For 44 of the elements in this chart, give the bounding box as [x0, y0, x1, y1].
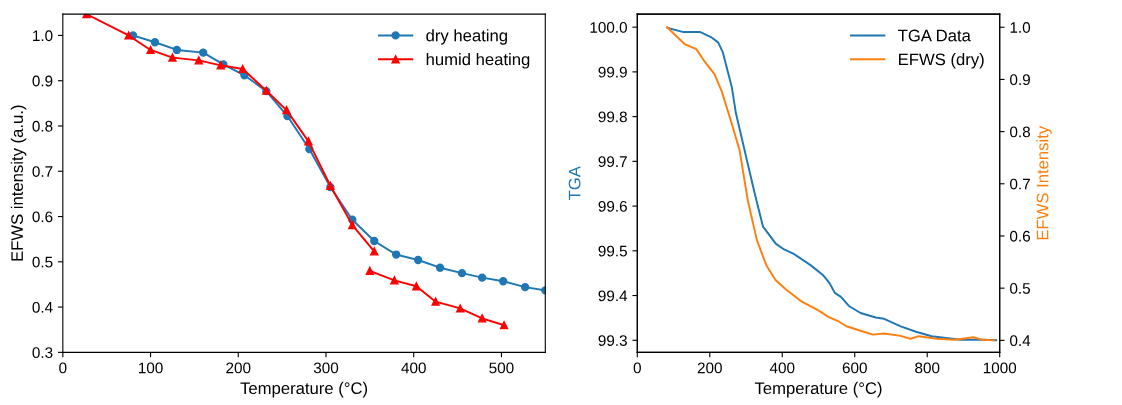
y-tick-label: 99.9: [598, 66, 627, 78]
legend-label: humid heating: [426, 53, 530, 69]
y-tick-label: 0.3: [32, 347, 53, 359]
legend-label: dry heating: [426, 29, 507, 45]
x-axis-title: Temperature (°C): [754, 381, 882, 398]
y-tick-label: 99.8: [598, 111, 627, 123]
y2-axis-title: EFWS Intensity: [1036, 125, 1052, 240]
y-axis-title: TGA: [568, 166, 581, 201]
x-tick-label: 600: [842, 362, 867, 374]
x-tick-label: 500: [489, 362, 514, 374]
y-tick-label: 0.6: [32, 211, 53, 223]
x-tick-label: 300: [313, 362, 339, 374]
x-tick-label: 0: [633, 362, 641, 374]
y-tick-label: 0.4: [32, 301, 53, 313]
y2-tick-label: 0.4: [1010, 335, 1031, 347]
y2-tick-label: 0.6: [1010, 230, 1030, 242]
y-tick-label: 99.6: [598, 200, 627, 212]
y2-tick-label: 1.0: [1010, 22, 1031, 33]
legend-label: TGA Data: [898, 29, 971, 42]
y-tick-label: 99.3: [598, 335, 627, 346]
x-tick-label: 400: [401, 362, 426, 374]
y-tick-label: 99.7: [598, 156, 627, 168]
y2-tick-label: 0.5: [1010, 283, 1031, 294]
y-axis-title: EFWS intensity (a.u.): [10, 105, 27, 261]
x-tick-label: 200: [226, 362, 251, 374]
y-tick-label: 100.0: [590, 22, 627, 33]
x-axis-title: Temperature (°C): [240, 381, 368, 398]
x-tick-label: 800: [915, 362, 940, 374]
y2-tick-label: 0.9: [1010, 74, 1030, 86]
x-tick-label: 100: [138, 362, 163, 374]
y-tick-label: 99.5: [598, 245, 627, 257]
x-tick-label: 0: [59, 362, 67, 374]
x-tick-label: 200: [697, 362, 722, 374]
y-tick-label: 0.8: [32, 120, 53, 132]
y-tick-label: 99.4: [598, 290, 628, 302]
y2-tick-label: 0.8: [1010, 126, 1030, 138]
x-tick-label: 400: [769, 362, 795, 374]
y-tick-label: 0.9: [32, 75, 53, 87]
y-tick-label: 0.7: [32, 166, 53, 177]
y2-tick-label: 0.7: [1010, 178, 1030, 190]
x-tick-label: 1000: [983, 362, 1017, 374]
y-tick-label: 1.0: [33, 30, 53, 42]
legend-label: EFWS (dry): [899, 53, 984, 69]
y-tick-label: 0.5: [32, 256, 53, 268]
